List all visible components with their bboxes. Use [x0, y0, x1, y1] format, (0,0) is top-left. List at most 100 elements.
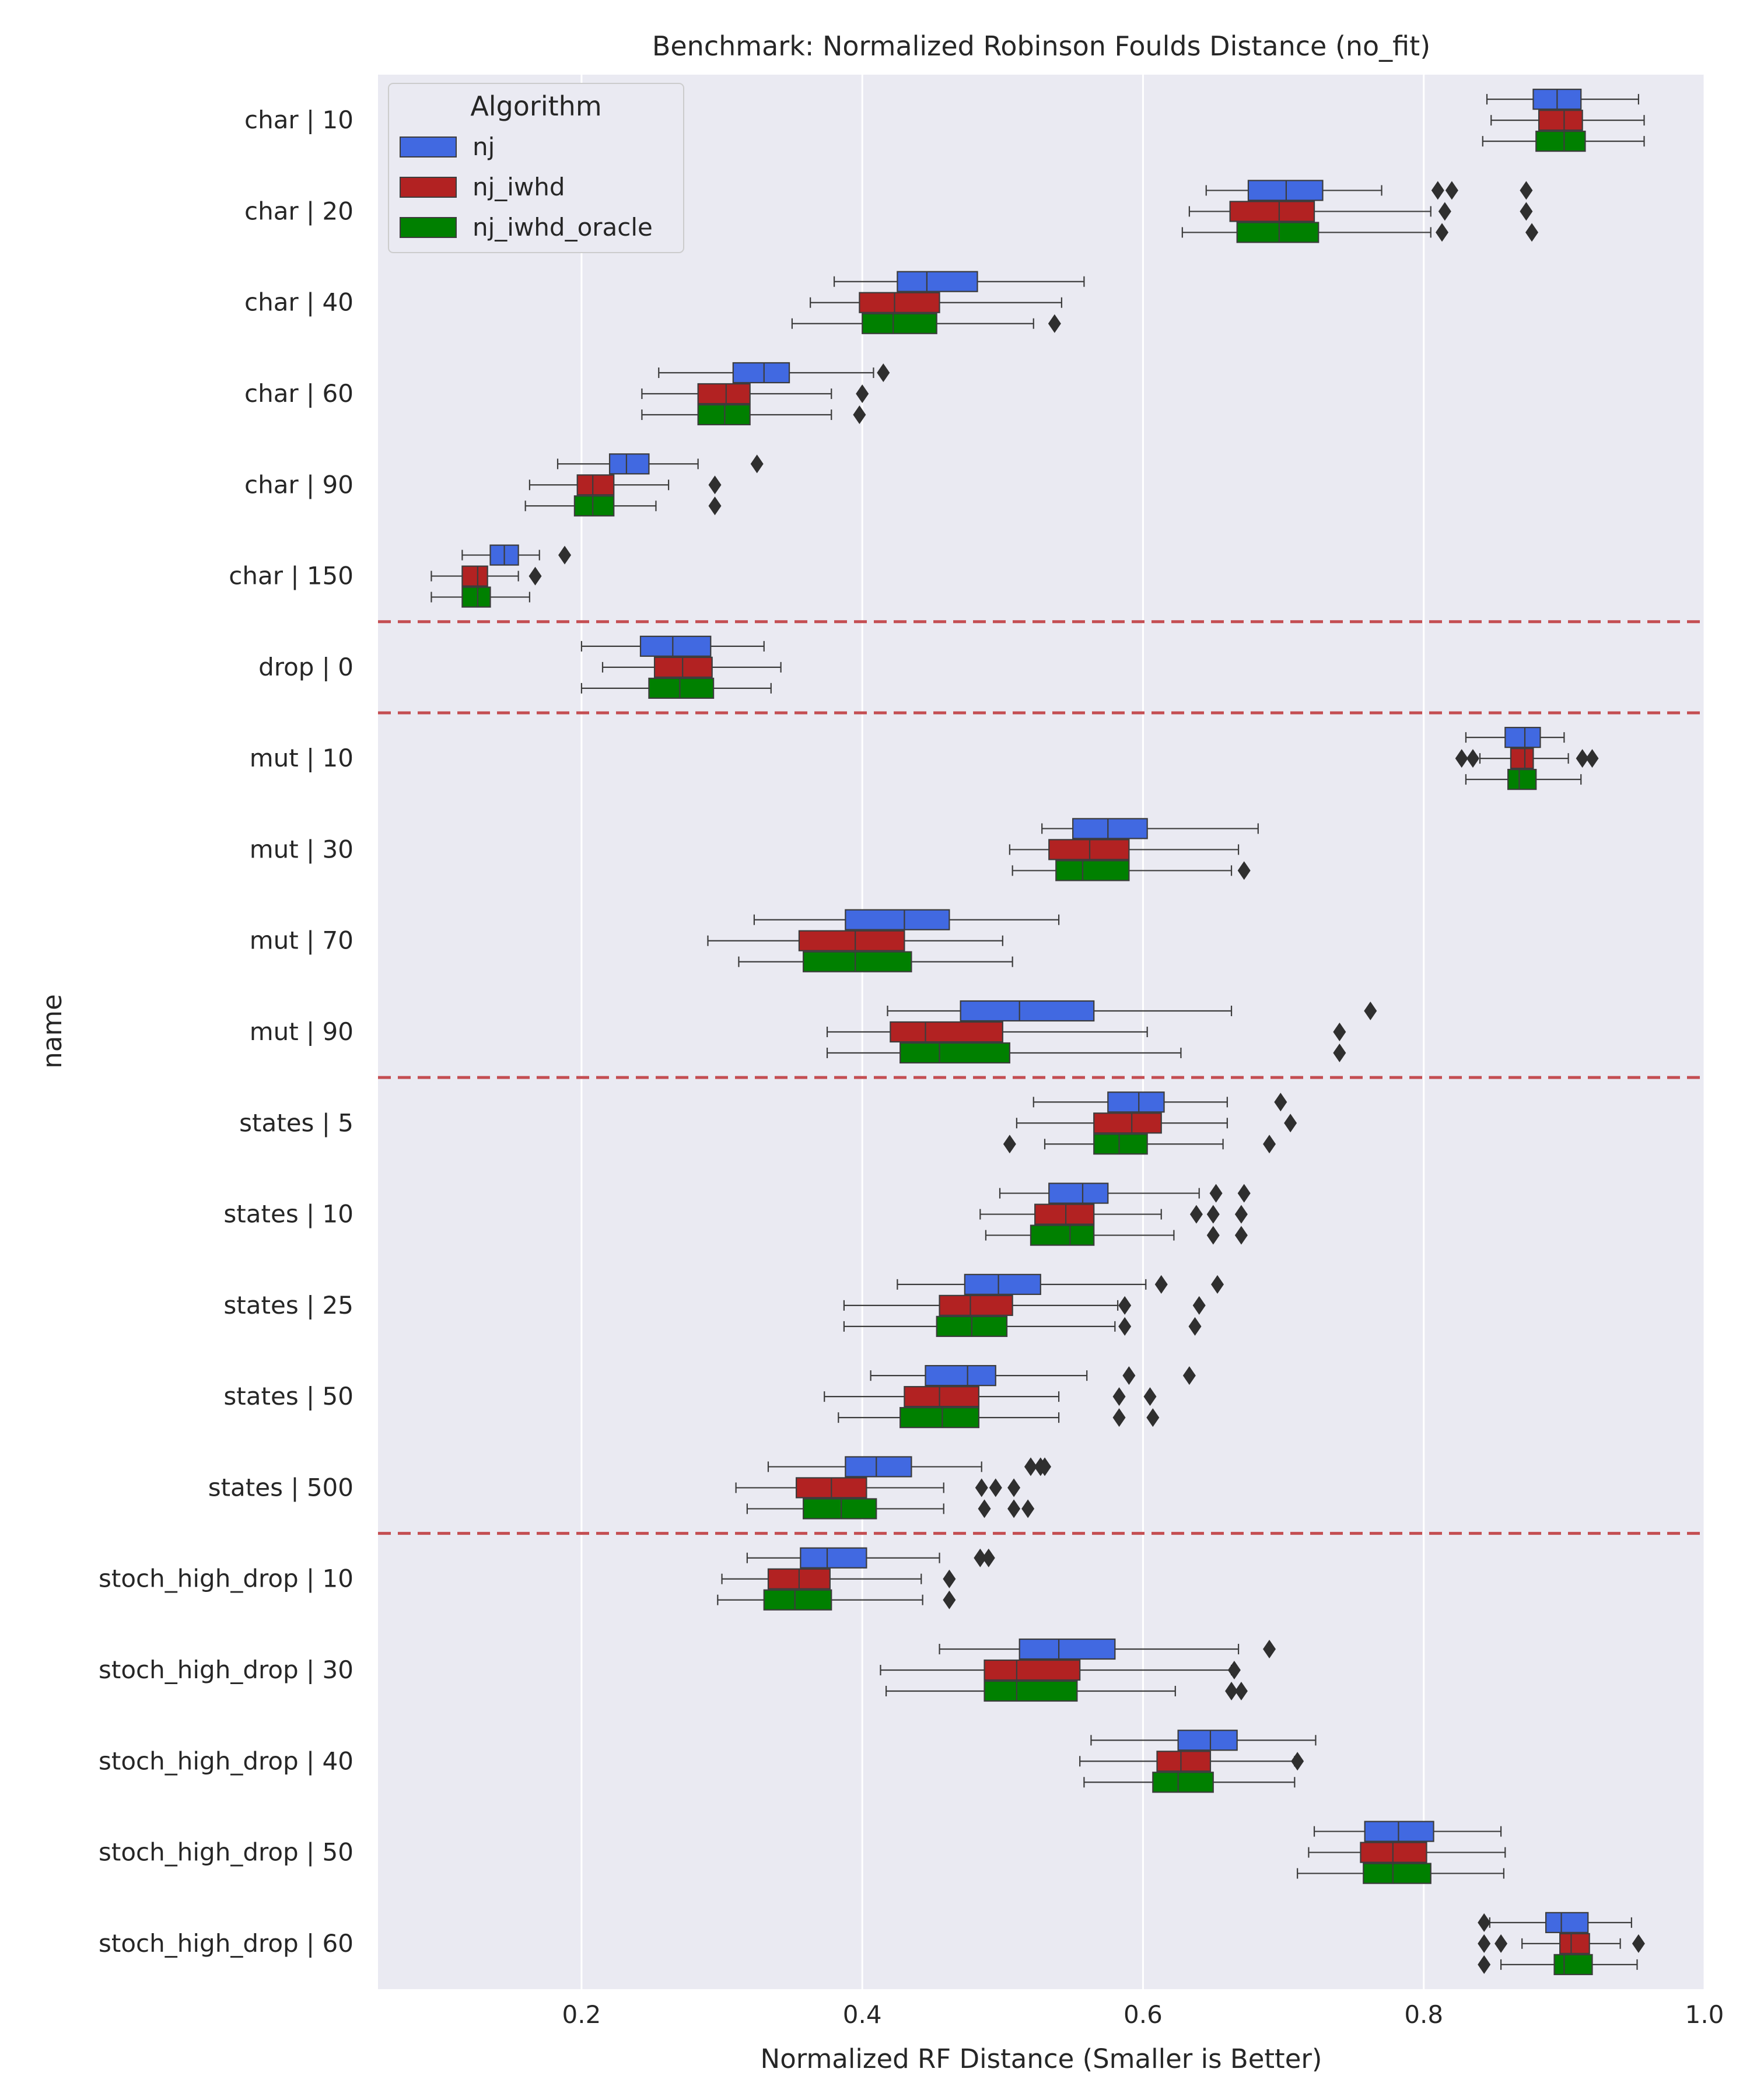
iqr-box: [1510, 748, 1534, 769]
outlier-marker: [1237, 1184, 1251, 1203]
outlier-marker: [1333, 1023, 1346, 1041]
iqr-box: [803, 951, 912, 972]
y-tick-label: char | 150: [229, 562, 354, 590]
iqr-box: [648, 677, 715, 699]
iqr-box: [862, 313, 937, 334]
iqr-box: [461, 586, 491, 608]
box-nj: [999, 1182, 1251, 1204]
iqr-box: [890, 1021, 1003, 1043]
iqr-box: [1034, 1203, 1095, 1225]
outlier-marker: [974, 1548, 987, 1567]
box-nj: [1205, 180, 1533, 201]
iqr-box: [697, 404, 751, 426]
legend-swatch-nj: [400, 136, 457, 158]
iqr-box: [639, 635, 712, 657]
y-tick-label: stoch_high_drop | 60: [99, 1929, 354, 1958]
outlier-marker: [1478, 1934, 1491, 1953]
iqr-box: [1030, 1224, 1095, 1246]
box-nj_iwhd: [1490, 110, 1645, 131]
y-tick-label: char | 10: [244, 106, 354, 134]
y-tick-label: stoch_high_drop | 30: [99, 1656, 354, 1684]
y-tick-label: char | 60: [244, 379, 354, 408]
outlier-marker: [1436, 223, 1449, 242]
iqr-box: [1545, 1912, 1589, 1933]
outlier-marker: [1234, 1226, 1248, 1245]
box-nj_iwhd: [1016, 1112, 1297, 1134]
iqr-box: [803, 1498, 877, 1520]
box-nj_iwhd: [528, 474, 722, 496]
iqr-box: [573, 495, 615, 517]
box-nj_iwhd_oracle: [580, 677, 772, 699]
outlier-marker: [1188, 1317, 1202, 1336]
box-nj_iwhd: [843, 1294, 1206, 1316]
outlier-marker: [1206, 1226, 1220, 1245]
iqr-box: [1236, 222, 1320, 243]
box-nj_iwhd_oracle: [1297, 1863, 1504, 1884]
box-nj_iwhd: [735, 1477, 1021, 1499]
box-nj_iwhd: [824, 1386, 1157, 1408]
box-nj_iwhd: [430, 565, 542, 587]
iqr-box: [798, 930, 905, 951]
iqr-box: [1247, 180, 1324, 201]
box-nj_iwhd_oracle: [838, 1407, 1160, 1429]
box-nj_iwhd_oracle: [1478, 1954, 1638, 1975]
iqr-box: [800, 1547, 867, 1569]
outlier-marker: [1586, 749, 1599, 768]
iqr-box: [461, 565, 488, 587]
box-nj_iwhd: [721, 1568, 956, 1590]
outlier-marker: [1284, 1114, 1297, 1133]
outlier-marker: [1520, 181, 1533, 200]
x-tick-label: 0.2: [562, 2000, 601, 2029]
box-nj: [580, 635, 765, 657]
outlier-marker: [1122, 1366, 1136, 1385]
box-nj_iwhd_oracle: [843, 1315, 1202, 1337]
y-tick-label: mut | 90: [250, 1017, 354, 1046]
box-nj_iwhd_oracle: [985, 1224, 1248, 1246]
y-tick-label: states | 10: [223, 1200, 354, 1228]
iqr-box: [1177, 1730, 1238, 1751]
outlier-marker: [1209, 1184, 1223, 1203]
iqr-box: [904, 1386, 980, 1408]
box-nj_iwhd: [979, 1203, 1248, 1225]
box-nj_iwhd_oracle: [1482, 131, 1645, 152]
outlier-marker: [708, 496, 722, 516]
legend-entries: nj nj_iwhd nj_iwhd_oracle: [400, 132, 653, 242]
outlier-marker: [975, 1478, 988, 1497]
box-nj_iwhd: [880, 1659, 1241, 1681]
iqr-box: [1360, 1842, 1427, 1863]
legend-label-nj_iwhd: nj_iwhd: [473, 173, 565, 201]
outlier-marker: [1143, 1387, 1157, 1406]
series-nj_iwhd_oracle: [430, 131, 1645, 1975]
box-nj_iwhd_oracle: [1083, 1772, 1296, 1793]
outlier-marker: [877, 363, 890, 382]
outlier-marker: [1525, 223, 1539, 242]
box-nj: [767, 1456, 1052, 1478]
iqr-box: [1535, 131, 1586, 152]
outlier-marker: [1225, 1682, 1238, 1700]
box-nj: [658, 362, 890, 384]
box-nj: [897, 1273, 1224, 1295]
box-nj_iwhd_oracle: [1181, 222, 1539, 243]
iqr-box: [1152, 1772, 1214, 1793]
box-nj: [1032, 1091, 1287, 1113]
legend-swatch-nj_iwhd: [400, 177, 457, 198]
box-nj: [1041, 818, 1259, 839]
outlier-marker: [1431, 181, 1444, 200]
iqr-box: [964, 1273, 1041, 1295]
outlier-marker: [708, 475, 722, 495]
y-tick-label: drop | 0: [258, 653, 354, 681]
legend-swatch-nj_iwhd_oracle: [400, 217, 457, 238]
iqr-box: [1055, 860, 1130, 881]
y-tick-label: mut | 10: [250, 744, 354, 772]
box-nj: [939, 1638, 1276, 1660]
outlier-marker: [1154, 1275, 1168, 1294]
iqr-box: [939, 1294, 1013, 1316]
outlier-marker: [978, 1499, 991, 1518]
outlier-marker: [1146, 1408, 1160, 1427]
outlier-marker: [1494, 1934, 1508, 1953]
box-nj_iwhd_oracle: [430, 586, 530, 608]
iqr-box: [1156, 1751, 1212, 1772]
iqr-box: [1093, 1133, 1148, 1155]
outlier-marker: [1189, 1205, 1203, 1224]
outlier-marker: [1520, 202, 1533, 221]
